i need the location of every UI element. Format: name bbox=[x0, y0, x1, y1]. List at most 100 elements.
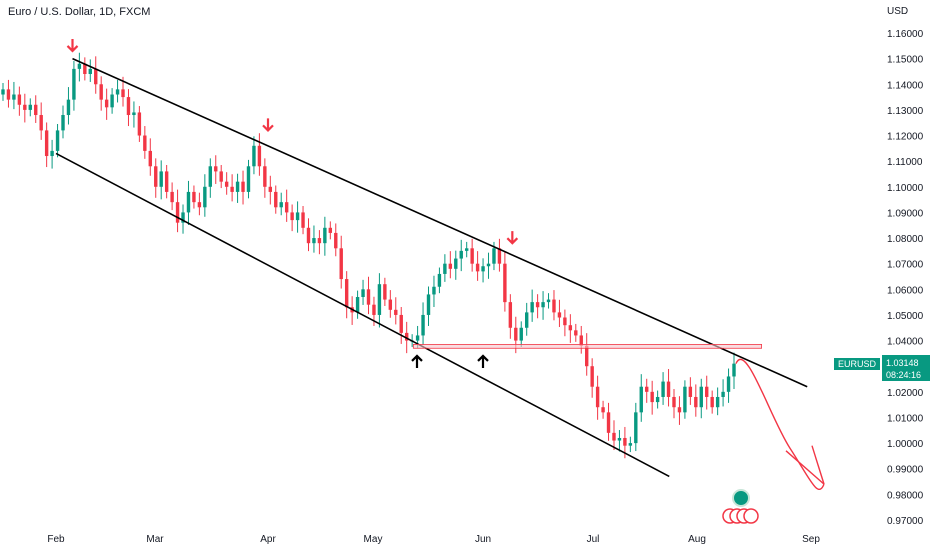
candle[interactable] bbox=[470, 238, 474, 272]
candle[interactable] bbox=[115, 79, 120, 103]
candle[interactable] bbox=[459, 239, 463, 272]
candle[interactable] bbox=[77, 52, 82, 82]
time-axis[interactable]: Feb Mar Apr May Jun Jul Aug Sep bbox=[47, 534, 820, 545]
candle[interactable] bbox=[23, 93, 27, 123]
candle[interactable] bbox=[377, 273, 382, 328]
candle[interactable] bbox=[230, 174, 234, 202]
candle[interactable] bbox=[301, 206, 305, 235]
candle[interactable] bbox=[175, 189, 180, 233]
candle[interactable] bbox=[546, 293, 551, 309]
candle[interactable] bbox=[235, 173, 240, 203]
candle[interactable] bbox=[66, 87, 71, 125]
candle[interactable] bbox=[503, 251, 507, 312]
candle[interactable] bbox=[295, 201, 300, 233]
candle[interactable] bbox=[421, 302, 425, 345]
projection-tail[interactable] bbox=[785, 450, 825, 485]
candle[interactable] bbox=[72, 60, 76, 111]
candle[interactable] bbox=[475, 251, 480, 281]
candle[interactable] bbox=[50, 139, 54, 169]
candle[interactable] bbox=[710, 390, 714, 414]
candle[interactable] bbox=[214, 155, 218, 184]
candle[interactable] bbox=[274, 185, 278, 214]
candle[interactable] bbox=[677, 396, 682, 425]
candle[interactable] bbox=[55, 123, 60, 158]
candle[interactable] bbox=[170, 182, 174, 211]
candle[interactable] bbox=[224, 172, 229, 195]
down-arrow-icon[interactable] bbox=[66, 38, 79, 53]
candle[interactable] bbox=[328, 221, 333, 240]
candle[interactable] bbox=[132, 101, 136, 128]
candle[interactable] bbox=[541, 291, 545, 320]
candle[interactable] bbox=[721, 379, 725, 407]
candle[interactable] bbox=[437, 267, 442, 294]
candle[interactable] bbox=[137, 106, 142, 142]
candle[interactable] bbox=[263, 158, 267, 198]
candle[interactable] bbox=[186, 180, 191, 225]
up-arrow-icon[interactable] bbox=[411, 354, 423, 368]
channel-upper-line[interactable] bbox=[72, 57, 808, 388]
candle[interactable] bbox=[366, 276, 371, 315]
candle[interactable] bbox=[306, 218, 311, 252]
candle[interactable] bbox=[655, 390, 660, 409]
candle[interactable] bbox=[334, 223, 338, 257]
candle[interactable] bbox=[525, 302, 529, 336]
candle[interactable] bbox=[34, 95, 38, 123]
candle[interactable] bbox=[197, 192, 202, 216]
candle[interactable] bbox=[563, 309, 567, 337]
down-arrow-icon[interactable] bbox=[506, 231, 519, 245]
candle[interactable] bbox=[486, 252, 491, 279]
candle[interactable] bbox=[574, 323, 578, 342]
candle[interactable] bbox=[126, 89, 131, 127]
candle[interactable] bbox=[219, 165, 223, 189]
candle[interactable] bbox=[732, 352, 736, 390]
projection-tail[interactable] bbox=[811, 445, 825, 485]
candle[interactable] bbox=[290, 204, 294, 232]
candle[interactable] bbox=[568, 314, 573, 343]
candle[interactable] bbox=[454, 250, 458, 280]
candle[interactable] bbox=[12, 81, 16, 110]
candle[interactable] bbox=[110, 88, 114, 114]
candle[interactable] bbox=[143, 126, 147, 159]
candle[interactable] bbox=[28, 98, 32, 117]
candle[interactable] bbox=[645, 378, 649, 403]
candle[interactable] bbox=[208, 158, 212, 198]
candle[interactable] bbox=[203, 174, 207, 217]
price-axis[interactable]: 1.16000 1.15000 1.14000 1.13000 1.12000 1.110… bbox=[887, 29, 924, 527]
candle[interactable] bbox=[464, 241, 469, 258]
candle[interactable] bbox=[164, 165, 169, 199]
candle[interactable] bbox=[508, 294, 513, 339]
candle[interactable] bbox=[535, 294, 540, 319]
projection-path[interactable] bbox=[735, 359, 825, 491]
candle[interactable] bbox=[83, 57, 87, 81]
candle[interactable] bbox=[634, 402, 638, 452]
candle[interactable] bbox=[252, 136, 256, 175]
candle[interactable] bbox=[481, 258, 485, 283]
resistance-zone[interactable] bbox=[412, 344, 763, 349]
candle[interactable] bbox=[268, 175, 273, 205]
drawings[interactable] bbox=[55, 38, 825, 491]
candle[interactable] bbox=[688, 377, 693, 405]
candle[interactable] bbox=[339, 235, 343, 289]
candle[interactable] bbox=[104, 88, 109, 120]
candle[interactable] bbox=[699, 378, 703, 419]
candle[interactable] bbox=[726, 368, 731, 403]
candle[interactable] bbox=[617, 430, 622, 452]
candle[interactable] bbox=[148, 138, 152, 176]
candle[interactable] bbox=[628, 436, 633, 453]
candle[interactable] bbox=[601, 400, 605, 419]
candle[interactable] bbox=[61, 105, 65, 139]
candle[interactable] bbox=[683, 380, 687, 419]
candle[interactable] bbox=[44, 122, 49, 168]
candle[interactable] bbox=[388, 290, 393, 318]
candle[interactable] bbox=[344, 271, 349, 319]
candle[interactable] bbox=[705, 375, 709, 410]
candle[interactable] bbox=[99, 76, 103, 111]
candle[interactable] bbox=[383, 277, 387, 306]
candle[interactable] bbox=[94, 56, 98, 94]
candle[interactable] bbox=[530, 289, 534, 322]
candle[interactable] bbox=[355, 290, 360, 319]
candle[interactable] bbox=[666, 369, 671, 407]
candle[interactable] bbox=[497, 238, 502, 272]
